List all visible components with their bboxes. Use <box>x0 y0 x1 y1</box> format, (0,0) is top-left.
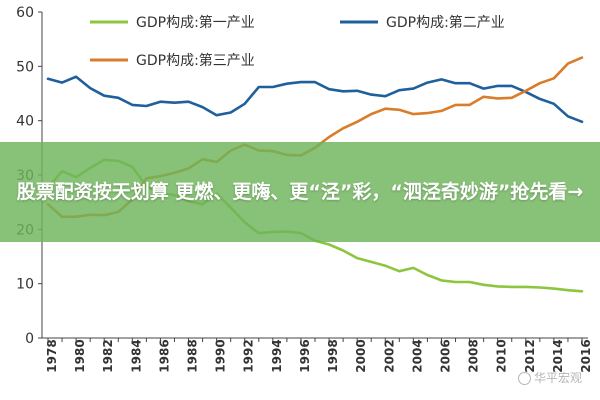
x-tick-label: 1982 <box>101 339 115 372</box>
x-tick-label: 2008 <box>467 339 481 372</box>
y-tick-label: 10 <box>16 277 34 293</box>
x-tick-label: 1996 <box>298 339 312 372</box>
x-tick-label: 2014 <box>551 339 565 372</box>
x-tick-label: 2016 <box>579 339 593 372</box>
x-tick-label: 1990 <box>214 339 228 372</box>
promo-banner-text[interactable]: 股票配资按天划算 更燃、更嗨、更“泾”彩，“泗泾奇妙游”抢先看→ <box>16 181 584 203</box>
x-axis: 1978 1980 1982 1984 1986 1988 1990 1992 1994 1996… <box>42 337 593 373</box>
legend: GDP构成:第一产业 GDP构成:第二产业 GDP构成:第三产业 <box>90 14 505 69</box>
x-tick-label: 1998 <box>326 339 340 372</box>
watermark-icon <box>517 372 531 385</box>
x-tick-label: 1992 <box>242 339 256 372</box>
x-tick-label: 2004 <box>410 339 424 372</box>
watermark-text: 华平宏观 <box>533 371 582 385</box>
legend-label-1: GDP构成:第一产业 <box>136 14 255 31</box>
legend-label-2: GDP构成:第二产业 <box>386 14 505 31</box>
x-tick-label: 1978 <box>45 339 59 372</box>
y-tick-label: 0 <box>25 331 34 347</box>
x-tick-label: 1984 <box>129 339 143 372</box>
x-tick-label: 1994 <box>270 339 284 372</box>
x-tick-label: 1986 <box>157 339 171 372</box>
x-tick-label: 2002 <box>382 339 396 372</box>
watermark: 华平宏观 <box>517 369 582 386</box>
y-tick-label: 60 <box>16 5 34 21</box>
x-tick-label: 1980 <box>73 339 87 372</box>
x-tick-label: 2012 <box>523 339 537 372</box>
y-tick-label: 50 <box>16 59 34 75</box>
series-line-2 <box>46 75 584 124</box>
legend-label-3: GDP构成:第三产业 <box>136 52 255 69</box>
x-tick-label: 2006 <box>438 339 452 372</box>
x-tick-label: 2000 <box>354 339 368 372</box>
x-tick-label: 2010 <box>495 339 509 372</box>
y-tick-label: 40 <box>16 114 34 130</box>
x-tick-label: 1988 <box>186 339 200 372</box>
promo-banner[interactable]: 股票配资按天划算 更燃、更嗨、更“泾”彩，“泗泾奇妙游”抢先看→ <box>0 142 600 242</box>
